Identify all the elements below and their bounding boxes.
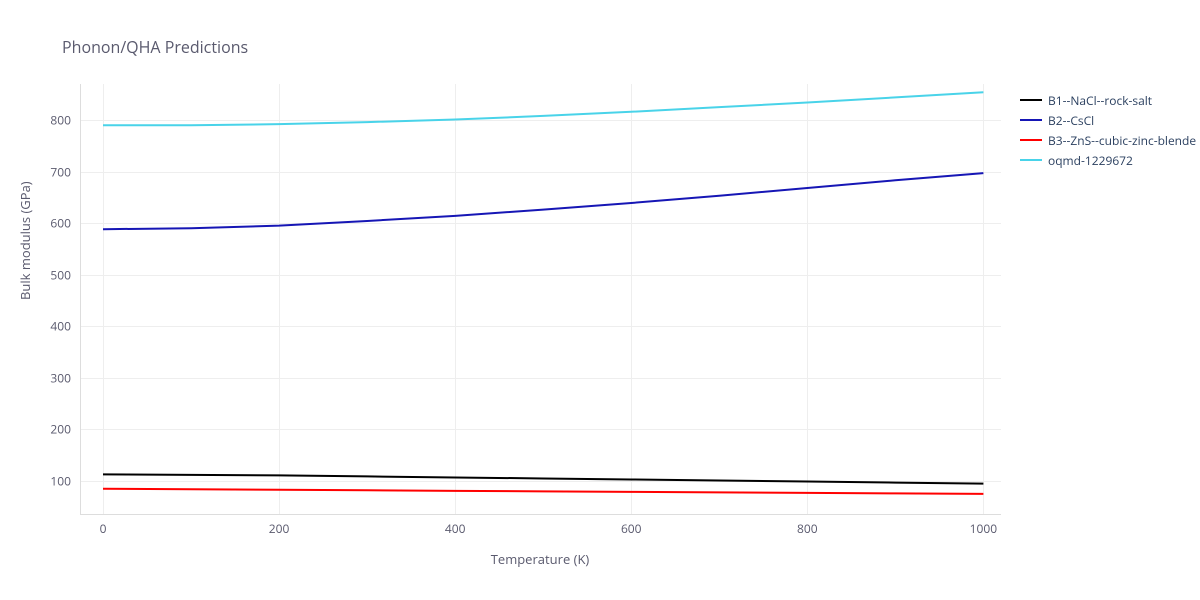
x-tick-label: 1000: [970, 520, 997, 537]
legend: B1--NaCl--rock-salt B2--CsCl B3--ZnS--cubi…: [1020, 90, 1196, 170]
series-line[interactable]: [103, 474, 983, 483]
y-tick-label: 500: [31, 266, 71, 283]
x-tick-label: 0: [100, 520, 107, 537]
legend-label: oqmd-1229672: [1048, 152, 1133, 169]
y-tick-label: 700: [31, 163, 71, 180]
legend-item[interactable]: B3--ZnS--cubic-zinc-blende: [1020, 130, 1196, 150]
legend-label: B3--ZnS--cubic-zinc-blende: [1048, 132, 1196, 149]
y-axis-label: Bulk modulus (GPa): [16, 181, 34, 300]
y-tick-label: 200: [31, 421, 71, 438]
y-tick-label: 300: [31, 369, 71, 386]
series-line[interactable]: [103, 173, 983, 229]
y-tick-label: 800: [31, 112, 71, 129]
legend-swatch-icon: [1020, 139, 1042, 141]
y-tick-label: 400: [31, 318, 71, 335]
x-tick-label: 200: [269, 520, 290, 537]
series-line[interactable]: [103, 92, 983, 125]
x-tick-label: 600: [621, 520, 642, 537]
y-tick-label: 600: [31, 215, 71, 232]
legend-item[interactable]: B1--NaCl--rock-salt: [1020, 90, 1196, 110]
x-tick-label: 800: [797, 520, 818, 537]
legend-label: B2--CsCl: [1048, 112, 1094, 129]
legend-swatch-icon: [1020, 159, 1042, 161]
legend-swatch-icon: [1020, 99, 1042, 101]
chart-title: Phonon/QHA Predictions: [62, 36, 248, 58]
x-tick-label: 400: [445, 520, 466, 537]
y-tick-label: 100: [31, 472, 71, 489]
x-axis-label: Temperature (K): [80, 550, 1000, 568]
plot-area: 100200300400500600700800 020040060080010…: [80, 84, 1001, 515]
legend-label: B1--NaCl--rock-salt: [1048, 92, 1152, 109]
series-line[interactable]: [103, 489, 983, 494]
legend-item[interactable]: oqmd-1229672: [1020, 150, 1196, 170]
chart-lines: [81, 84, 1001, 514]
legend-item[interactable]: B2--CsCl: [1020, 110, 1196, 130]
legend-swatch-icon: [1020, 119, 1042, 121]
